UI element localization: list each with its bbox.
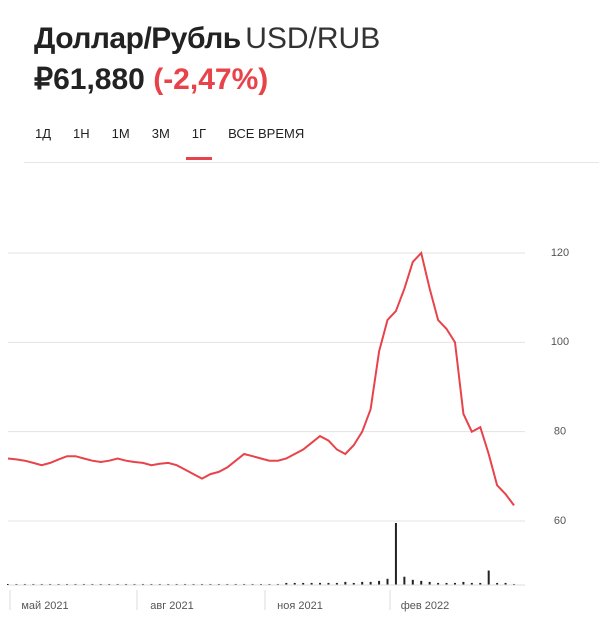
volume-bar xyxy=(487,570,490,585)
volume-bar xyxy=(32,583,35,585)
volume-bar xyxy=(23,583,26,585)
volume-bar xyxy=(116,583,119,585)
tab[interactable]: 1М xyxy=(111,126,130,141)
price-row: ₽61,880 (-2,47%) xyxy=(34,62,380,97)
price: ₽61,880 xyxy=(34,63,145,96)
volume-bar xyxy=(445,582,448,585)
y-tick-label: 100 xyxy=(551,336,569,348)
price-line xyxy=(7,250,515,506)
volume-bar xyxy=(243,583,246,585)
volume-bar xyxy=(462,581,465,585)
volume-bar xyxy=(57,583,60,585)
volume-bar xyxy=(15,583,18,585)
volume-bar xyxy=(335,582,338,585)
volume-bar xyxy=(496,582,499,585)
volume-bar xyxy=(200,583,203,585)
volume-bar xyxy=(74,583,77,585)
volume-bar xyxy=(91,583,94,585)
volume-bar xyxy=(285,582,288,585)
volume-bar xyxy=(479,582,482,585)
volume-bar xyxy=(192,583,195,585)
volume-bar xyxy=(217,583,220,585)
tab[interactable]: ВСЕ ВРЕМЯ xyxy=(228,126,305,141)
volume-bar xyxy=(175,583,178,585)
x-tick-label: ноя 2021 xyxy=(277,600,323,612)
volume-bar xyxy=(82,583,85,585)
volume-bar xyxy=(209,583,212,585)
tab[interactable]: 1Д xyxy=(35,126,52,141)
volume-bar xyxy=(150,583,153,585)
volume-bar xyxy=(453,582,456,585)
x-tick-label: авг 2021 xyxy=(150,600,194,612)
volume-bar xyxy=(428,581,431,585)
volume-bar xyxy=(251,583,254,585)
volume-bar xyxy=(99,583,102,585)
volume-bar xyxy=(470,582,473,585)
volume-bar xyxy=(66,583,69,585)
y-tick-label: 80 xyxy=(554,426,566,438)
header: Доллар/Рубль USD/RUB ₽61,880 (-2,47%) xyxy=(34,22,380,97)
y-tick-label: 120 xyxy=(551,247,569,259)
volume-bar xyxy=(40,583,43,585)
volume-bar xyxy=(234,583,237,585)
volume-bar xyxy=(276,583,279,585)
volume-bar xyxy=(158,583,161,585)
y-tick-label: 60 xyxy=(554,515,566,527)
x-tick-label: май 2021 xyxy=(21,600,68,612)
title-row: Доллар/Рубль USD/RUB xyxy=(34,22,380,56)
volume-bar xyxy=(386,578,389,585)
volume-bar xyxy=(293,582,296,585)
volume-bar xyxy=(319,582,322,585)
volume-bar xyxy=(411,579,414,585)
tab[interactable]: 1Н xyxy=(73,126,90,141)
volume-bar xyxy=(403,576,406,585)
tab[interactable]: 1Г xyxy=(185,124,213,160)
volume-bar xyxy=(7,583,9,585)
volume-bar xyxy=(125,583,128,585)
volume-bar xyxy=(310,582,313,585)
volume-bar xyxy=(141,583,144,585)
volume-bar xyxy=(133,583,136,585)
volume-bar xyxy=(302,582,305,585)
volume-bar xyxy=(378,580,381,585)
volume-bar xyxy=(184,583,187,585)
volume-bar xyxy=(327,582,330,585)
volume-bar xyxy=(226,583,229,585)
tab[interactable]: 3М xyxy=(151,126,170,141)
volume-bar xyxy=(437,582,440,585)
change: (-2,47%) xyxy=(153,63,269,96)
volume-bar xyxy=(344,581,347,585)
volume-bar xyxy=(108,583,111,585)
title: Доллар/Рубль xyxy=(34,22,241,55)
volume-bar xyxy=(167,583,170,585)
volume-bar xyxy=(420,580,423,585)
volume-bar xyxy=(260,583,262,585)
volume-bar xyxy=(513,583,515,585)
volume-bar xyxy=(49,583,52,585)
volume-bar xyxy=(504,582,507,585)
volume-bar xyxy=(369,581,372,585)
volume-bar xyxy=(361,581,364,585)
volume-bar xyxy=(268,583,271,585)
ticker: USD/RUB xyxy=(245,22,381,55)
tabs: 1Д 1Н 1М 3М 1Г ВСЕ ВРЕМЯ xyxy=(24,124,599,163)
volume-bar xyxy=(394,523,397,585)
x-tick-label: фев 2022 xyxy=(401,600,450,612)
volume-bar xyxy=(352,582,355,585)
